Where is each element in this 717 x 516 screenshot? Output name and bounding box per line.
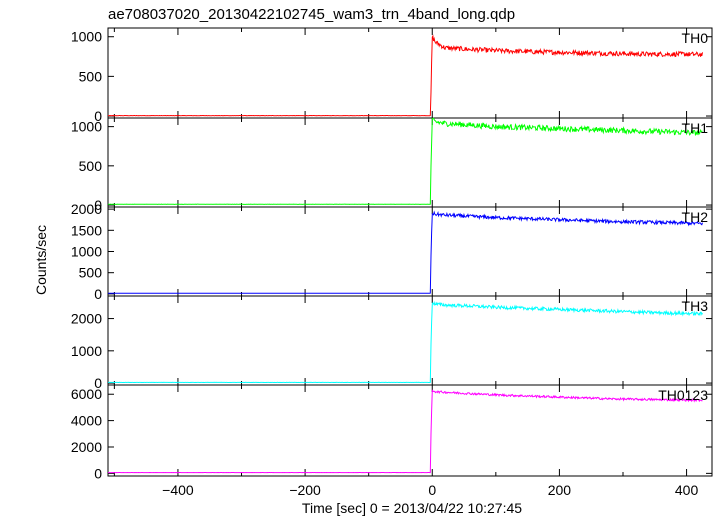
y-tick-label: 0 — [94, 465, 102, 481]
y-tick-label: 2000 — [71, 439, 102, 455]
panel-frame — [107, 295, 713, 386]
series-line-th2 — [107, 210, 703, 294]
panel-th0: 0 500 1000 TH0 — [71, 27, 713, 124]
y-tick-label: 0 — [94, 108, 102, 124]
panel-frame — [107, 27, 713, 119]
x-axis-label: Time [sec] 0 = 2013/04/22 10:27:45 — [302, 500, 522, 516]
y-tick-label: 2000 — [71, 311, 102, 327]
x-tick-label: 200 — [548, 482, 572, 498]
x-tick-label: 0 — [428, 482, 436, 498]
series-label: TH1 — [682, 120, 709, 136]
x-tick-label: −400 — [162, 482, 194, 498]
y-tick-label: 500 — [79, 265, 103, 281]
y-tick-label: 1500 — [71, 222, 102, 238]
series-line-th0123 — [108, 389, 703, 474]
panel-frame — [107, 384, 713, 477]
y-tick-label: 1000 — [71, 244, 102, 260]
series-line-th3 — [108, 300, 703, 384]
series-label: TH0123 — [658, 387, 708, 403]
panel-th3: 0 1000 2000 TH3 — [71, 295, 713, 391]
y-tick-label: 1000 — [71, 343, 102, 359]
y-tick-label: 4000 — [71, 413, 102, 429]
panel-frame — [107, 206, 713, 297]
x-tick-label: −200 — [289, 482, 321, 498]
panel-th0123: 0 2000 4000 6000 TH0123 — [71, 384, 713, 481]
y-tick-label: 500 — [79, 68, 103, 84]
y-tick-label: 1000 — [71, 119, 102, 135]
y-tick-label: 2000 — [71, 201, 102, 217]
y-tick-label: 0 — [94, 286, 102, 302]
series-label: TH2 — [682, 209, 709, 225]
panel-frame — [107, 117, 713, 208]
y-tick-label: 1000 — [71, 29, 102, 45]
y-tick-label: 500 — [79, 158, 103, 174]
x-tick-label: 400 — [675, 482, 699, 498]
chart-title: ae708037020_20130422102745_wam3_trn_4ban… — [108, 6, 515, 23]
y-axis-label: Counts/sec — [33, 225, 49, 295]
y-tick-label: 0 — [94, 375, 102, 391]
y-tick-label: 0 — [94, 197, 102, 213]
series-line-th1 — [107, 117, 703, 205]
panel-th2: 0 500 1000 1500 2000 TH2 — [71, 201, 713, 302]
series-label: TH0 — [682, 30, 709, 46]
panel-th1: 0 500 1000 TH1 — [71, 117, 713, 213]
y-tick-label: 6000 — [71, 386, 102, 402]
series-line-th0 — [107, 34, 703, 117]
series-label: TH3 — [682, 298, 709, 314]
